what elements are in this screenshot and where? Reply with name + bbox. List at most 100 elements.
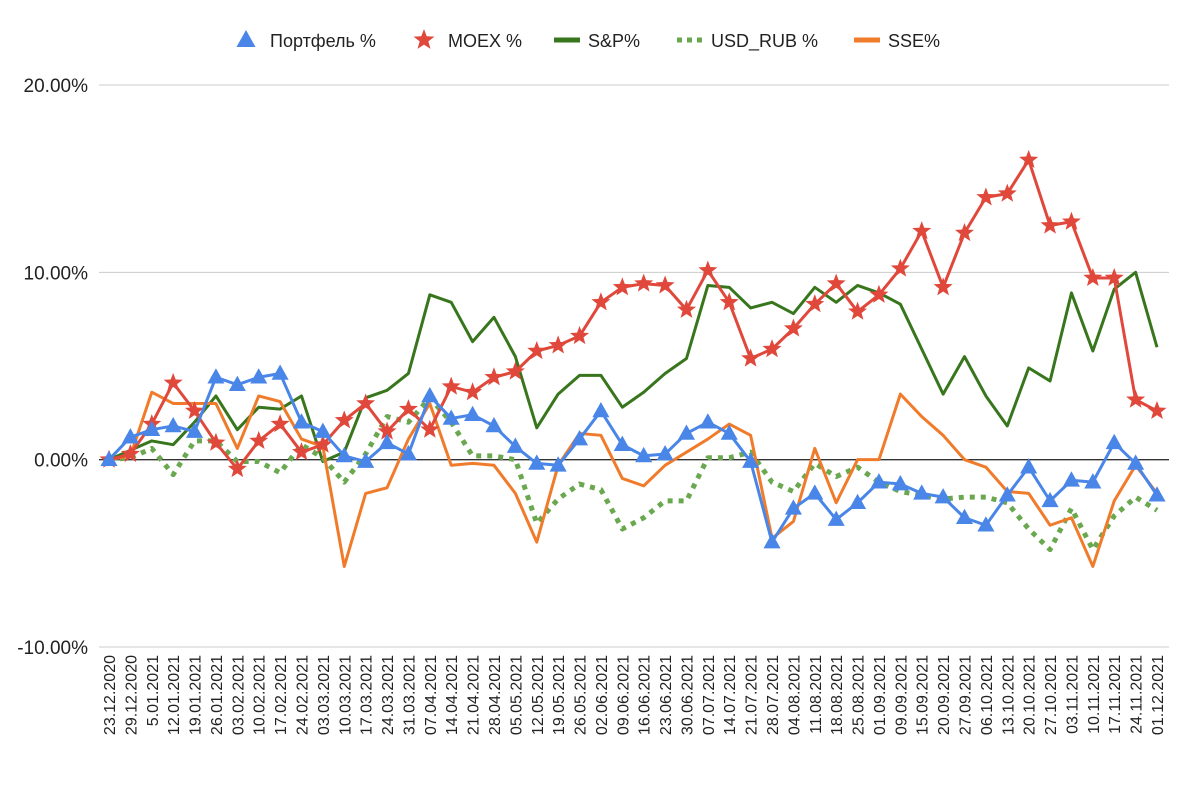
data-point-triangle (934, 488, 952, 504)
data-point-star (591, 292, 611, 311)
data-point-triangle (357, 452, 375, 468)
data-point-star (163, 372, 183, 391)
x-tick-label: 03.03.2021 (316, 655, 333, 735)
x-tick-label: 17.03.2021 (359, 655, 376, 735)
x-tick-label: 20.09.2021 (936, 655, 953, 735)
data-point-triangle (849, 493, 867, 510)
data-point-star (1061, 211, 1081, 230)
data-point-triangle (955, 508, 974, 525)
data-point-triangle (292, 413, 311, 429)
series--0 (100, 364, 1166, 549)
y-tick-label: 20.00% (24, 76, 89, 97)
x-tick-label: 09.09.2021 (893, 655, 910, 735)
data-point-triangle (399, 445, 417, 461)
legend: Портфель % MOEX % S&P% USD_RUB % SSE% (236, 29, 940, 52)
x-tick-label: 14.07.2021 (722, 655, 739, 735)
data-point-triangle (806, 484, 824, 500)
x-tick-label: 18.08.2021 (829, 655, 846, 735)
x-tick-label: 07.04.2021 (423, 655, 440, 735)
data-point-triangle (699, 413, 717, 429)
x-tick-label: 01.12.2021 (1150, 655, 1167, 735)
data-point-star (334, 410, 354, 429)
data-point-star (1040, 215, 1060, 234)
data-point-star (676, 299, 696, 318)
y-tick-label: 10.00% (24, 263, 89, 284)
x-tick-label: 10.11.2021 (1086, 655, 1103, 734)
data-point-star (719, 292, 739, 311)
legend-label: SSE% (888, 31, 940, 51)
x-tick-label: 17.02.2021 (273, 655, 290, 735)
data-point-star (869, 284, 889, 303)
x-tick-label: 03.02.2021 (230, 655, 247, 735)
grid-lines (99, 84, 1169, 648)
data-point-star (762, 339, 782, 358)
data-point-star (206, 432, 226, 451)
data-point-star (505, 361, 525, 380)
data-point-triangle (228, 375, 246, 392)
data-point-star (997, 183, 1017, 202)
x-tick-label: 03.11.2021 (1064, 655, 1081, 734)
y-axis-tick-labels: 20.00% 10.00% 0.00% -10.00% (17, 76, 88, 659)
x-tick-label: 5.01.2021 (145, 655, 162, 726)
data-point-star (955, 222, 975, 242)
data-point-triangle (485, 416, 503, 433)
x-tick-label: 02.06.2021 (594, 655, 611, 735)
data-point-triangle (442, 409, 460, 425)
data-point-star (1019, 149, 1039, 169)
series-line (108, 390, 1159, 568)
data-point-star (313, 434, 333, 453)
data-point-triangle (1127, 454, 1145, 470)
x-tick-label: 12.01.2021 (166, 655, 183, 735)
data-point-triangle (763, 533, 781, 549)
legend-item: Портфель % (236, 30, 376, 51)
legend-item: SSE% (854, 31, 940, 51)
series-sse-4 (108, 390, 1159, 568)
data-point-triangle (186, 422, 204, 438)
data-point-triangle (378, 433, 396, 450)
data-point-triangle (891, 475, 909, 491)
data-point-star (570, 326, 590, 345)
series-line (108, 395, 1159, 553)
data-point-triangle (100, 450, 118, 466)
x-tick-label: 30.06.2021 (679, 655, 696, 735)
data-point-triangle (592, 401, 610, 418)
data-point-triangle (121, 428, 139, 444)
y-tick-label: 0.00% (34, 451, 88, 472)
data-point-triangle (784, 499, 802, 515)
data-point-star (548, 335, 568, 354)
x-tick-label: 07.07.2021 (701, 655, 718, 735)
y-tick-label: -10.00% (17, 638, 88, 659)
data-point-triangle (1105, 433, 1123, 450)
data-point-star (420, 419, 440, 438)
data-point-star (741, 348, 761, 367)
data-point-star (612, 277, 632, 296)
x-tick-label: 06.10.2021 (979, 655, 996, 735)
data-point-triangle (635, 446, 653, 463)
data-point-triangle (271, 364, 289, 380)
x-tick-label: 31.03.2021 (401, 655, 418, 735)
x-tick-label: 19.05.2021 (551, 655, 568, 735)
data-point-triangle (1041, 491, 1059, 508)
data-point-star (1147, 400, 1167, 420)
data-point-star (463, 382, 483, 401)
data-point-star (826, 273, 846, 292)
data-point-star (356, 393, 376, 412)
legend-item: S&P% (554, 31, 640, 51)
x-tick-label: 27.10.2021 (1043, 655, 1060, 735)
x-tick-label: 05.05.2021 (508, 655, 525, 735)
data-point-triangle (314, 422, 332, 438)
data-point-star (270, 414, 290, 433)
data-point-star (398, 399, 418, 418)
data-point-star (655, 275, 675, 294)
data-point-star (805, 294, 825, 313)
data-point-triangle (1020, 458, 1038, 474)
legend-label: USD_RUB % (711, 31, 818, 52)
data-point-star (441, 376, 461, 395)
legend-label: MOEX % (448, 31, 522, 51)
x-tick-label: 01.09.2021 (872, 655, 889, 735)
data-point-star (933, 277, 953, 296)
x-tick-label: 16.06.2021 (637, 655, 654, 735)
data-point-star (120, 444, 140, 463)
x-tick-label: 10.02.2021 (252, 655, 269, 735)
data-point-star (848, 301, 868, 320)
